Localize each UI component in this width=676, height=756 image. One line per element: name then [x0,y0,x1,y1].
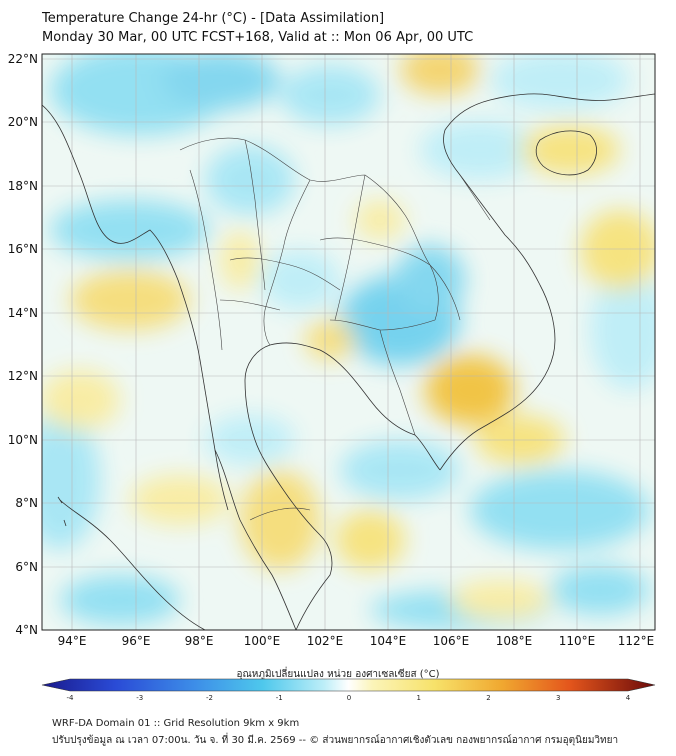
lat-label: 4°N [15,623,38,637]
map-frame [41,53,656,631]
lat-label: 18°N [8,179,38,193]
colorbar-tick-label: -1 [276,694,283,702]
colorbar-tick-label: 4 [626,694,631,702]
colorbar-tick-label: -4 [67,694,75,702]
lon-label: 106°E [433,634,470,648]
lon-label: 98°E [185,634,214,648]
lon-label: 104°E [370,634,407,648]
lat-label: 20°N [8,115,38,129]
colorbar-strip [41,678,656,692]
lon-label: 112°E [618,634,655,648]
lat-label: 10°N [8,433,38,447]
lat-label: 6°N [15,560,38,574]
temperature-map: 22°N 20°N 18°N 16°N 14°N 12°N 10°N 8°N 6… [8,52,656,648]
lon-label: 94°E [58,634,87,648]
coastlines [42,93,655,630]
colorbar-tick-label: -3 [136,694,143,702]
footer-model-info: WRF-DA Domain 01 :: Grid Resolution 9km … [52,718,300,729]
colorbar-tick-label: 2 [486,694,490,702]
lat-label: 12°N [8,369,38,383]
longitude-labels: 94°E 96°E 98°E 100°E 102°E 104°E 106°E 1… [58,634,655,648]
latitude-labels: 22°N 20°N 18°N 16°N 14°N 12°N 10°N 8°N 6… [8,52,38,637]
temperature-field [42,54,655,630]
colorbar: -4 -3 -2 -1 0 1 2 3 4 [41,678,656,702]
lon-label: 108°E [496,634,533,648]
lat-label: 22°N [8,52,38,66]
lon-label: 110°E [559,634,596,648]
colorbar-tick-label: -2 [206,694,213,702]
footer-credit: ปรับปรุงข้อมูล ณ เวลา 07:00น. วัน จ. ที่… [52,735,619,746]
colorbar-tick-label: 0 [347,694,351,702]
colorbar-tick-label: 1 [417,694,421,702]
map-subtitle: Monday 30 Mar, 00 UTC FCST+168, Valid at… [42,30,474,45]
colorbar-ticks: -4 -3 -2 -1 0 1 2 3 4 [67,694,631,702]
lon-label: 100°E [244,634,281,648]
map-title: Temperature Change 24-hr (°C) - [Data As… [42,11,385,26]
colorbar-title: อุณหภูมิเปลี่ยนแปลง หน่วย องศาเซลเซียส (… [236,669,440,680]
graticule [42,54,655,630]
lon-label: 96°E [122,634,151,648]
lon-label: 102°E [307,634,344,648]
lat-label: 16°N [8,242,38,256]
lat-label: 8°N [15,496,38,510]
colorbar-tick-label: 3 [556,694,560,702]
admin-borders [179,137,491,521]
lat-label: 14°N [8,306,38,320]
